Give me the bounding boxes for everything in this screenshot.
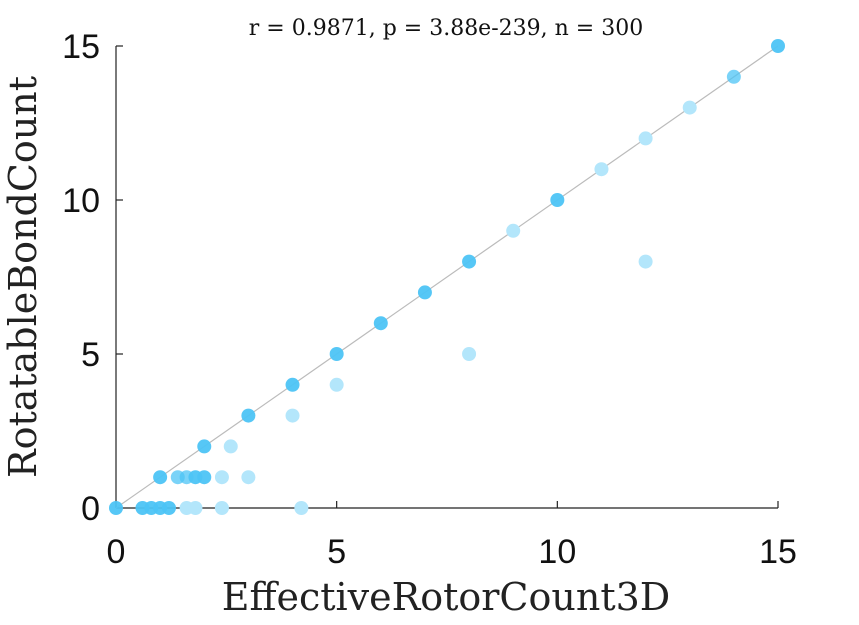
chart-title: r = 0.9871, p = 3.88e-239, n = 300 bbox=[249, 16, 643, 41]
data-point-light bbox=[214, 501, 229, 515]
data-point-medium bbox=[726, 69, 741, 84]
data-point-dark bbox=[771, 39, 785, 53]
y-tick-label: 0 bbox=[81, 490, 100, 528]
points-light bbox=[179, 100, 697, 515]
x-axis-ticks: 0 5 10 15 bbox=[107, 501, 797, 571]
data-point-light bbox=[594, 162, 609, 177]
data-point-light bbox=[188, 501, 203, 515]
data-point-light bbox=[462, 347, 477, 361]
data-point-light bbox=[214, 470, 229, 485]
data-point-light bbox=[241, 470, 256, 485]
y-tick-label: 10 bbox=[62, 182, 100, 220]
data-point-dark bbox=[329, 347, 344, 361]
data-point-dark bbox=[109, 501, 123, 515]
points-dark bbox=[109, 39, 785, 515]
x-tick-label: 0 bbox=[107, 533, 126, 571]
data-point-light bbox=[682, 100, 697, 115]
y-tick-label: 15 bbox=[62, 28, 100, 66]
data-point-light bbox=[223, 439, 238, 454]
data-point-light bbox=[506, 223, 521, 238]
data-point-dark bbox=[161, 501, 176, 515]
y-axis-ticks: 0 5 10 15 bbox=[62, 28, 123, 528]
reference-line bbox=[115, 45, 779, 509]
data-point-dark bbox=[373, 316, 388, 331]
data-point-dark bbox=[241, 408, 256, 423]
data-point-dark bbox=[550, 193, 565, 207]
data-point-dark bbox=[153, 470, 168, 485]
y-axis-title: RotatableBondCount bbox=[1, 76, 45, 478]
data-point-dark bbox=[197, 470, 212, 485]
data-point-light bbox=[329, 377, 344, 392]
data-point-light bbox=[638, 131, 653, 146]
data-point-dark bbox=[462, 254, 477, 269]
x-tick-label: 10 bbox=[538, 533, 576, 571]
y-tick-label: 5 bbox=[81, 336, 100, 374]
x-tick-label: 5 bbox=[327, 533, 346, 571]
data-point-light bbox=[638, 254, 653, 269]
data-point-light bbox=[285, 408, 300, 423]
data-point-dark bbox=[285, 377, 300, 392]
x-tick-label: 15 bbox=[759, 533, 797, 571]
data-point-light bbox=[294, 501, 309, 515]
data-point-dark bbox=[417, 285, 432, 300]
x-axis-title: EffectiveRotorCount3D bbox=[222, 575, 671, 619]
data-point-dark bbox=[197, 439, 212, 454]
